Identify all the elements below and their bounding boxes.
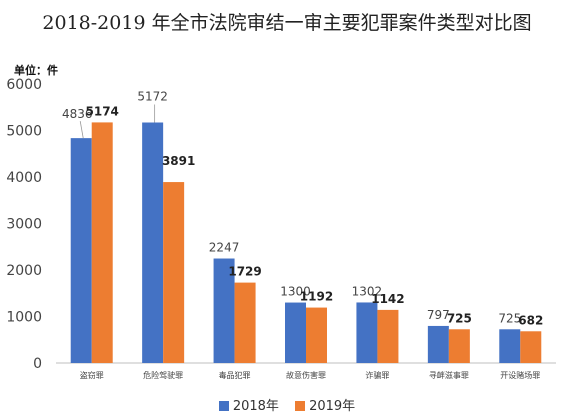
bar-2019 [163, 182, 185, 363]
bar-2018 [70, 138, 92, 363]
legend-swatch-2019 [295, 401, 306, 411]
x-tick-label: 盗窃罪 [80, 370, 104, 380]
data-label: 5172 [137, 90, 168, 104]
x-tick-label: 诈骗罪 [365, 370, 389, 380]
bar-2019 [234, 282, 256, 363]
data-label: 2247 [209, 241, 240, 255]
x-tick-label: 危险驾驶罪 [143, 370, 183, 380]
bar-2019 [377, 309, 399, 363]
y-tick-label: 5000 [6, 124, 42, 140]
y-tick-label: 3000 [6, 217, 42, 233]
data-label: 1142 [371, 292, 404, 306]
bar-2018 [285, 302, 306, 363]
bar-2019 [306, 307, 327, 363]
legend-swatch-2018 [218, 401, 229, 411]
data-label: 1729 [228, 265, 261, 279]
legend-item-2019: 2019年 [295, 395, 355, 414]
legend-label-2019: 2019年 [309, 399, 356, 414]
y-axis: 0 1000 2000 3000 4000 5000 6000 [6, 77, 42, 372]
leader-lines [79, 104, 156, 139]
data-label: 1302 [352, 284, 383, 298]
x-tick-label: 开设赌场罪 [500, 370, 540, 380]
y-tick-label: 6000 [6, 77, 42, 93]
data-label: 682 [518, 313, 543, 327]
y-tick-label: 0 [33, 356, 42, 372]
data-label: 1300 [280, 285, 311, 299]
bar-2019 [91, 122, 113, 363]
unit-label: 单位：件 [14, 64, 58, 77]
legend-item-2018: 2018年 [218, 395, 279, 414]
bar-2019 [448, 329, 470, 363]
legend: 2018年 2019年 [0, 395, 574, 414]
data-label: 797 [427, 308, 450, 322]
data-label: 5174 [86, 104, 119, 118]
data-label: 725 [498, 311, 521, 325]
y-tick-label: 4000 [6, 170, 42, 186]
leader-line [79, 121, 84, 139]
bar-2019 [520, 331, 542, 363]
bar-2018 [499, 329, 521, 363]
bar-2018 [142, 122, 164, 363]
x-tick-label: 故意伤害罪 [286, 370, 326, 380]
x-tick-label: 毒品犯罪 [219, 370, 251, 380]
chart-title: 2018-2019 年全市法院审结一审主要犯罪案件类型对比图 [42, 12, 532, 34]
data-label: 1192 [300, 290, 333, 304]
bar-2018 [213, 258, 235, 363]
bars [70, 122, 542, 363]
data-label: 725 [447, 311, 472, 325]
x-tick-label: 寻衅滋事罪 [429, 370, 469, 380]
y-tick-label: 1000 [6, 310, 42, 326]
x-axis: 盗窃罪 危险驾驶罪 毒品犯罪 故意伤害罪 诈骗罪 寻衅滋事罪 开设赌场罪 [56, 362, 556, 380]
data-label: 3891 [162, 154, 195, 168]
y-tick-label: 2000 [6, 263, 42, 279]
bar-2018 [356, 302, 378, 363]
data-label: 4836 [62, 107, 93, 121]
legend-label-2018: 2018年 [232, 399, 279, 414]
bar-2018 [427, 325, 449, 363]
